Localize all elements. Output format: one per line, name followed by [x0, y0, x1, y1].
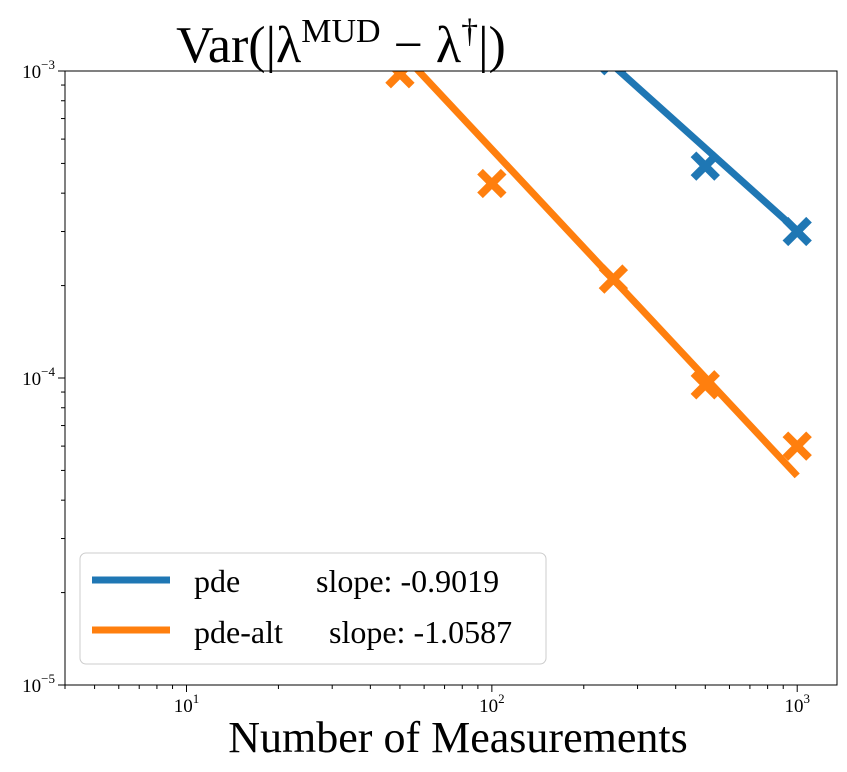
- axes-frame: [64, 70, 838, 686]
- legend-label-pde: pde: [194, 563, 240, 599]
- data-point-stroke: [617, 71, 627, 76]
- data-point-stroke: [690, 151, 720, 181]
- title-prefix: Var(|λ: [176, 17, 301, 74]
- data-point-stroke: [477, 168, 507, 199]
- data-point-stroke: [599, 71, 609, 76]
- legend-box: [79, 552, 547, 665]
- data-point-pde-alt: [477, 168, 507, 199]
- data-point-stroke: [782, 431, 812, 461]
- x-tick-label-base: 10: [174, 696, 193, 717]
- title-middle: − λ: [381, 17, 462, 74]
- x-tick-label: 102: [479, 691, 505, 717]
- legend-label-pde-alt: pde-alt: [194, 614, 283, 650]
- data-point-pde-alt: [598, 264, 629, 294]
- chart-title: Var(|λMUD − λ†|): [176, 13, 506, 74]
- data-point-pde-alt: [690, 370, 720, 400]
- data-point-stroke: [385, 71, 409, 89]
- title-sup-dagger: †: [461, 13, 478, 50]
- fit-line-pde: [614, 71, 800, 234]
- y-tick-label-base: 10: [22, 676, 41, 697]
- x-tick-label-base: 10: [479, 696, 498, 717]
- y-tick-label: 10−3: [22, 57, 55, 83]
- data-point-stroke: [782, 216, 812, 247]
- data-point-pde: [782, 216, 812, 247]
- y-tick-label: 10−5: [22, 671, 55, 697]
- legend-slope-pde-alt: slope: -1.0587: [329, 614, 512, 650]
- data-point-pde-alt: [385, 71, 415, 89]
- title-suffix: |): [478, 17, 506, 74]
- y-tick-label-exp: −3: [41, 57, 55, 72]
- x-tick-label-exp: 2: [498, 691, 505, 706]
- x-axis-label: Number of Measurements: [228, 713, 687, 762]
- data-point-pde: [599, 71, 627, 76]
- legend-slope-pde: slope: -0.9019: [316, 563, 499, 599]
- data-point-stroke: [598, 264, 629, 294]
- data-point-pde: [690, 151, 720, 181]
- data-point-pde-alt: [782, 431, 812, 461]
- x-tick-label: 103: [784, 691, 810, 717]
- data-layer: [385, 71, 812, 479]
- y-tick-label-exp: −4: [41, 364, 55, 379]
- data-point-stroke: [690, 370, 720, 400]
- x-tick-label: 101: [174, 691, 200, 717]
- legend: pde slope: -0.9019 pde-alt slope: -1.058…: [79, 552, 547, 665]
- x-tick-label-exp: 3: [803, 691, 810, 706]
- x-tick-label-exp: 1: [193, 691, 200, 706]
- y-tick-label-base: 10: [22, 369, 41, 390]
- y-tick-label-exp: −5: [41, 671, 55, 686]
- title-sup-mud: MUD: [301, 13, 380, 50]
- y-tick-label-base: 10: [22, 62, 41, 83]
- x-tick-label-base: 10: [784, 696, 803, 717]
- y-tick-label: 10−4: [22, 364, 55, 390]
